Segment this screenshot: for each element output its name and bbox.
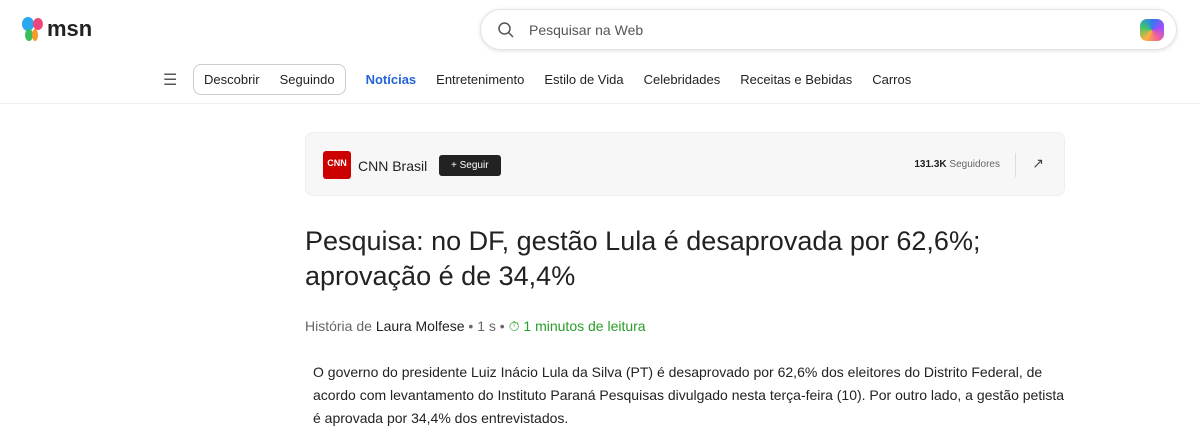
search-icon <box>498 21 514 38</box>
divider <box>1015 153 1016 177</box>
article-meta: História de Laura Molfese • 1 s • ⏱ 1 mi… <box>305 318 646 334</box>
butterfly-icon <box>22 17 43 41</box>
copilot-icon[interactable] <box>1140 19 1164 41</box>
source-card: CNN CNN Brasil + Seguir 131.3K Seguidore… <box>305 132 1065 196</box>
feed-toggle: Descobrir Seguindo <box>193 64 346 95</box>
source-name[interactable]: CNN Brasil <box>358 158 428 174</box>
followers-number: 131.3K <box>914 159 947 170</box>
nav-item-entretenimento[interactable]: Entretenimento <box>436 72 525 87</box>
read-time: 1 minutos de leitura <box>523 318 646 334</box>
cnn-logo[interactable]: CNN <box>323 151 351 179</box>
search-bar[interactable]: Pesquisar na Web <box>480 9 1177 50</box>
msn-logo[interactable]: msn <box>22 16 92 42</box>
nav-bar: ☰ Descobrir Seguindo Notícias Entretenim… <box>163 64 931 95</box>
nav-item-celebridades[interactable]: Celebridades <box>643 72 721 87</box>
follow-button[interactable]: + Seguir <box>439 155 501 176</box>
external-link-icon[interactable]: ↗ <box>1032 155 1044 171</box>
search-input[interactable]: Pesquisar na Web <box>529 21 644 38</box>
followers-count: 131.3K Seguidores <box>914 159 1000 170</box>
nav-item-estilo-de-vida[interactable]: Estilo de Vida <box>544 72 624 87</box>
divider <box>0 103 1200 104</box>
nav-item-noticias[interactable]: Notícias <box>365 72 417 87</box>
nav-item-carros[interactable]: Carros <box>872 72 912 87</box>
hamburger-menu-icon[interactable]: ☰ <box>163 71 178 89</box>
article-age: 1 s <box>477 318 496 334</box>
byline-prefix: História de <box>305 318 372 334</box>
logo-text: msn <box>47 16 93 41</box>
article-title: Pesquisa: no DF, gestão Lula é desaprova… <box>305 226 981 291</box>
nav-item-receitas[interactable]: Receitas e Bebidas <box>740 72 853 87</box>
author-link[interactable]: Laura Molfese <box>375 318 465 334</box>
timer-icon: ⏱ <box>508 318 520 334</box>
article-body: O governo do presidente Luiz Inácio Lula… <box>313 364 1064 426</box>
followers-label: Seguidores <box>949 159 1000 170</box>
tab-seguindo[interactable]: Seguindo <box>279 72 335 87</box>
tab-descobrir[interactable]: Descobrir <box>204 72 260 87</box>
